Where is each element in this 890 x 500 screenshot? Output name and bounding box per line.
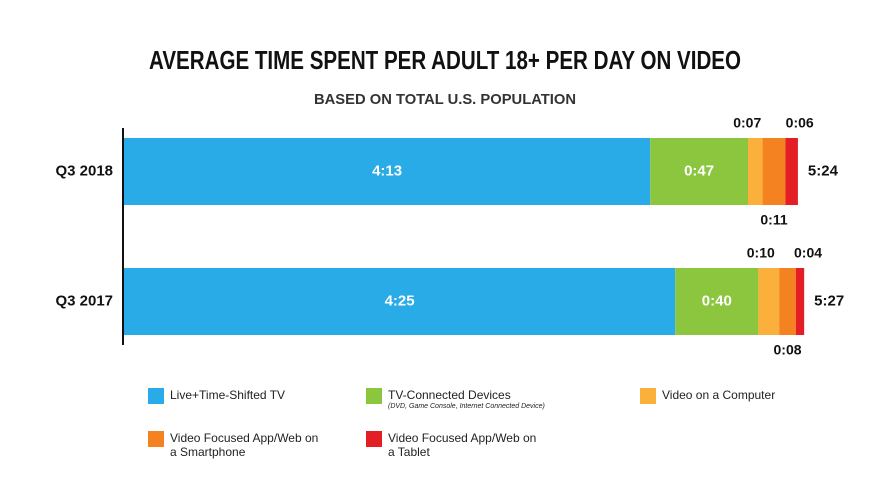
bar-segment xyxy=(795,268,805,335)
legend-label: Video Focused App/Web on a Smartphone xyxy=(170,431,319,459)
bar-segment xyxy=(779,268,796,335)
legend-item: TV-Connected Devices (DVD, Game Console, … xyxy=(366,388,545,412)
legend-swatch xyxy=(366,388,382,404)
total-label: 5:27 xyxy=(814,292,844,309)
bar-segment xyxy=(762,138,786,205)
value-label: 0:47 xyxy=(684,162,714,179)
legend-item: Live+Time-Shifted TV xyxy=(148,388,320,404)
legend-label: Video Focused App/Web on a Tablet xyxy=(388,431,537,459)
chart: AVERAGE TIME SPENT PER ADULT 18+ PER DAY… xyxy=(55,45,844,358)
category-label: Q3 2017 xyxy=(55,292,113,309)
bar-segment xyxy=(758,268,780,335)
legend-note: (DVD, Game Console, Internet Connected D… xyxy=(388,403,545,410)
bar-segment xyxy=(650,138,748,205)
bar-segment xyxy=(675,268,759,335)
chart-subtitle: BASED ON TOTAL U.S. POPULATION xyxy=(314,91,576,108)
value-label: 0:11 xyxy=(760,212,787,228)
legend-text: TV-Connected Devices (DVD, Game Console, … xyxy=(388,388,545,412)
total-label: 5:24 xyxy=(808,162,839,179)
legend-label: TV-Connected Devices xyxy=(388,388,511,402)
value-label: 0:07 xyxy=(733,115,761,131)
bar-segment xyxy=(124,268,676,335)
value-label: 0:04 xyxy=(794,245,822,261)
value-label: 4:13 xyxy=(372,162,402,179)
value-label: 0:10 xyxy=(747,245,775,261)
legend-text: Video Focused App/Web on a Smartphone xyxy=(170,431,320,459)
legend-swatch xyxy=(640,388,656,404)
chart-title: AVERAGE TIME SPENT PER ADULT 18+ PER DAY… xyxy=(149,45,741,75)
legend-item: Video on a Computer xyxy=(640,388,812,404)
legend-label: Live+Time-Shifted TV xyxy=(170,388,286,402)
bar-segment xyxy=(124,138,651,205)
legend-swatch xyxy=(148,431,164,447)
legend-item: Video Focused App/Web on a Smartphone xyxy=(148,431,320,459)
legend-item: Video Focused App/Web on a Tablet xyxy=(366,431,538,459)
value-label: 0:08 xyxy=(774,342,802,358)
value-label: 0:06 xyxy=(786,115,814,131)
legend-text: Video on a Computer xyxy=(662,388,812,402)
bar-segment xyxy=(785,138,798,205)
value-label: 4:25 xyxy=(385,292,415,309)
bar-segment xyxy=(748,138,763,205)
legend-text: Video Focused App/Web on a Tablet xyxy=(388,431,538,459)
legend-text: Live+Time-Shifted TV xyxy=(170,388,320,402)
legend-swatch xyxy=(148,388,164,404)
value-label: 0:40 xyxy=(702,292,732,309)
legend-label: Video on a Computer xyxy=(662,388,776,402)
category-label: Q3 2018 xyxy=(55,162,113,179)
legend-swatch xyxy=(366,431,382,447)
